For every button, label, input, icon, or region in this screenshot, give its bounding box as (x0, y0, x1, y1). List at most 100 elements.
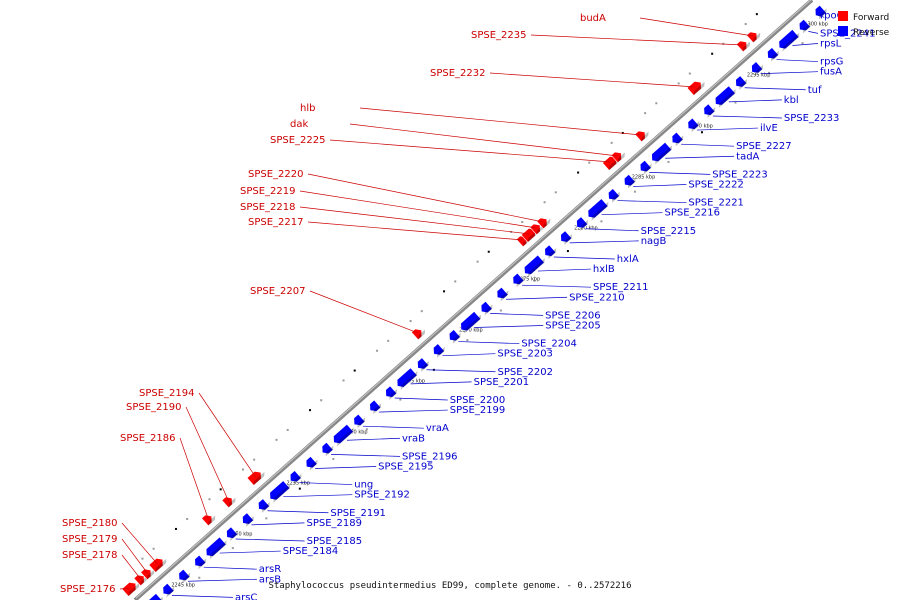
feature-dot (554, 191, 557, 194)
feature-dot (655, 102, 658, 105)
feature-dot (487, 250, 490, 253)
reverse-leader (299, 482, 353, 485)
feature-dot (141, 557, 144, 560)
reverse-leader (219, 550, 281, 554)
feature-dot (420, 310, 423, 313)
feature-dot (466, 339, 469, 342)
feature-dot (320, 399, 323, 402)
reverse-gene-label: rpoC (820, 10, 844, 21)
tick-label: 2295 kbp (747, 72, 771, 78)
feature-dot (801, 42, 804, 45)
forward-gene (746, 31, 761, 44)
forward-leader (121, 538, 148, 574)
reverse-leader (728, 99, 782, 103)
feature-dot (231, 547, 234, 550)
reverse-gene-label: SPSE_2184 (283, 546, 339, 557)
reverse-leader (696, 127, 758, 131)
reverse-gene-label: SPSE_2221 (688, 198, 744, 209)
feature-dot (242, 468, 245, 471)
reverse-gene (353, 413, 366, 429)
reverse-gene-label: SPSE_2204 (521, 339, 577, 350)
feature-dot (208, 498, 211, 501)
feature-dot (353, 369, 356, 372)
forward-leader (299, 190, 537, 229)
forward-gene (686, 80, 705, 96)
reverse-gene-label: arsC (235, 592, 257, 600)
reverse-gene-label: ilvE (760, 123, 778, 134)
forward-leader (489, 72, 696, 88)
reverse-gene-label: hxlB (593, 264, 615, 275)
reverse-gene-label: SPSE_2195 (378, 461, 434, 472)
forward-gene (140, 568, 155, 581)
reverse-gene (226, 526, 239, 542)
legend-reverse-label: Reverse (853, 28, 890, 38)
feature-dot (533, 279, 536, 282)
tick-label: 2270 kbp (459, 327, 483, 333)
forward-leader (121, 554, 141, 580)
reverse-gene (703, 103, 716, 119)
reverse-leader (426, 369, 496, 373)
reverse-gene (194, 554, 207, 570)
reverse-gene-label: SPSE_2210 (569, 292, 625, 303)
feature-dot (342, 379, 345, 382)
reverse-gene (587, 198, 609, 221)
forward-gene-label: budA (580, 13, 606, 24)
forward-gene-label: SPSE_2180 (62, 518, 118, 529)
reverse-gene (735, 75, 748, 90)
forward-leader (179, 437, 209, 520)
forward-leader (530, 34, 744, 46)
reverse-gene-label: hxlA (617, 254, 639, 265)
feature-dot (152, 547, 155, 550)
feature-dot (309, 409, 312, 412)
feature-dot (755, 13, 758, 16)
position-ticks: 2245 kbp 2250 kbp 2255 kbp 2260 kbp 2265 kbp… (171, 21, 828, 588)
reverse-gene (651, 141, 673, 165)
reverse-leader (760, 71, 819, 75)
reverse-leader (776, 59, 819, 62)
reverse-leader (410, 381, 472, 385)
forward-gene (121, 581, 140, 597)
reverse-leader (346, 437, 400, 441)
reverse-gene-label: SPSE_2199 (450, 405, 506, 416)
reverse-leader (362, 425, 424, 429)
reverse-gene-label: SPSE_2205 (545, 320, 601, 331)
reverse-leader (378, 409, 448, 413)
reverse-leader (490, 313, 544, 316)
legend: Forward Reverse (838, 11, 890, 38)
reverse-leader (792, 43, 819, 46)
tick-label: 2255 kbp (286, 480, 310, 486)
backbone-highlight (135, 0, 812, 599)
forward-gene (736, 40, 751, 53)
reverse-gene-label: vraA (426, 423, 449, 434)
tick-label: 2300 kbp (804, 21, 828, 27)
forward-leader (639, 17, 754, 37)
reverse-leader (808, 31, 819, 34)
reverse-gene-label: arsB (259, 574, 281, 585)
forward-leader (198, 392, 256, 478)
gene-labels: SPSE_2176 SPSE_2178 SPSE_2179 SPSE_2180 SPSE… (60, 10, 876, 600)
reverse-gene-label: SPSE_2222 (688, 179, 744, 190)
tick-label: 2275 kbp (517, 276, 541, 282)
reverse-gene-label: SPSE_2202 (498, 367, 554, 378)
gene-features (121, 4, 827, 600)
reverse-leader (171, 595, 233, 598)
genome-backbone (133, 0, 814, 600)
reverse-gene-label: SPSE_2203 (497, 349, 553, 360)
reverse-leader (585, 228, 639, 232)
reverse-gene (751, 61, 764, 76)
feature-markers (141, 13, 804, 579)
forward-gene (610, 151, 625, 164)
forward-gene (148, 557, 167, 573)
tick-label: 2285 kbp (632, 174, 656, 180)
tick-label: 2245 kbp (171, 582, 195, 588)
reverse-gene (687, 117, 700, 133)
forward-gene-label: SPSE_2218 (240, 202, 296, 213)
feature-dot (286, 428, 289, 431)
reverse-gene (767, 47, 780, 62)
feature-dot (744, 23, 747, 26)
forward-gene-label: SPSE_2232 (430, 68, 486, 79)
feature-dot (454, 280, 457, 283)
reverse-gene (460, 311, 482, 334)
reverse-gene-label: rpsL (820, 38, 842, 49)
